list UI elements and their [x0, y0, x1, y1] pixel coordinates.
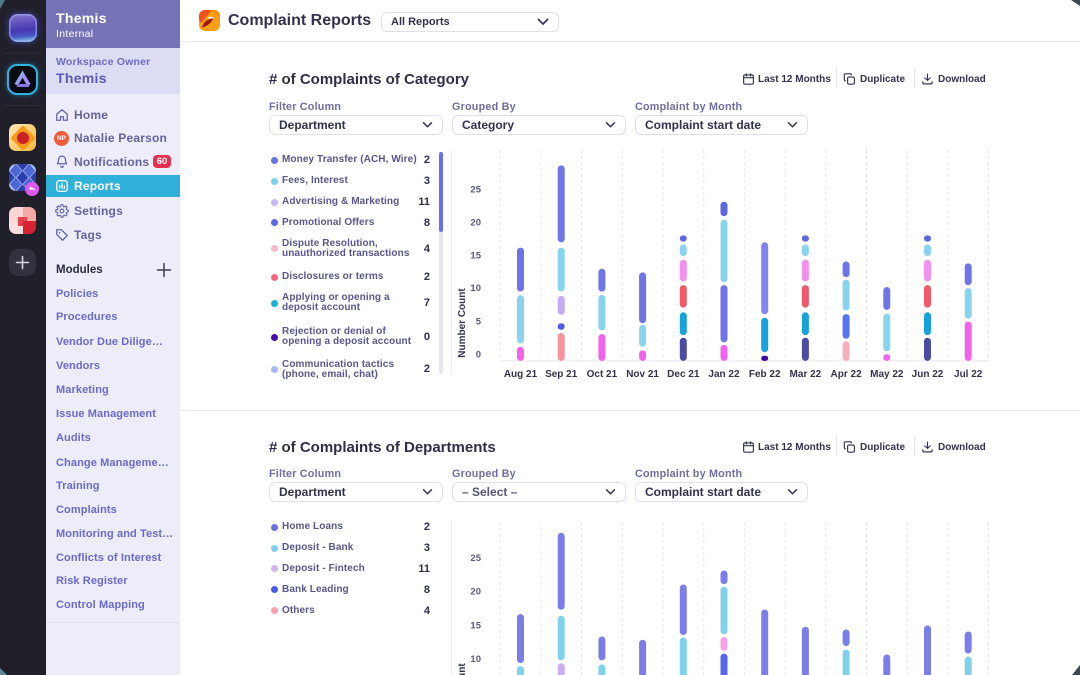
svg-text:10: 10 [470, 283, 481, 294]
svg-text:15: 15 [470, 620, 481, 631]
svg-text:Jul 22: Jul 22 [954, 369, 983, 380]
svg-text:10: 10 [470, 654, 481, 665]
svg-text:20: 20 [470, 217, 481, 228]
svg-text:Nov 21: Nov 21 [626, 369, 659, 380]
svg-text:Apr 22: Apr 22 [831, 369, 863, 380]
svg-text:Sep 21: Sep 21 [545, 369, 578, 380]
svg-text:Number Count: Number Count [457, 663, 468, 675]
svg-text:25: 25 [470, 185, 481, 196]
svg-text:Aug 21: Aug 21 [504, 369, 538, 380]
svg-text:5: 5 [476, 316, 482, 327]
svg-text:Number Count: Number Count [457, 288, 468, 358]
svg-text:Jun 22: Jun 22 [912, 369, 944, 380]
svg-text:Feb 22: Feb 22 [749, 369, 781, 380]
svg-text:Jan 22: Jan 22 [708, 369, 740, 380]
svg-text:Dec 21: Dec 21 [667, 369, 700, 380]
svg-text:Mar 22: Mar 22 [790, 369, 822, 380]
svg-text:Oct 21: Oct 21 [587, 369, 618, 380]
svg-text:25: 25 [470, 553, 481, 564]
svg-text:0: 0 [476, 349, 481, 360]
svg-text:May 22: May 22 [870, 369, 904, 380]
svg-text:20: 20 [470, 587, 481, 598]
svg-text:15: 15 [470, 250, 481, 261]
